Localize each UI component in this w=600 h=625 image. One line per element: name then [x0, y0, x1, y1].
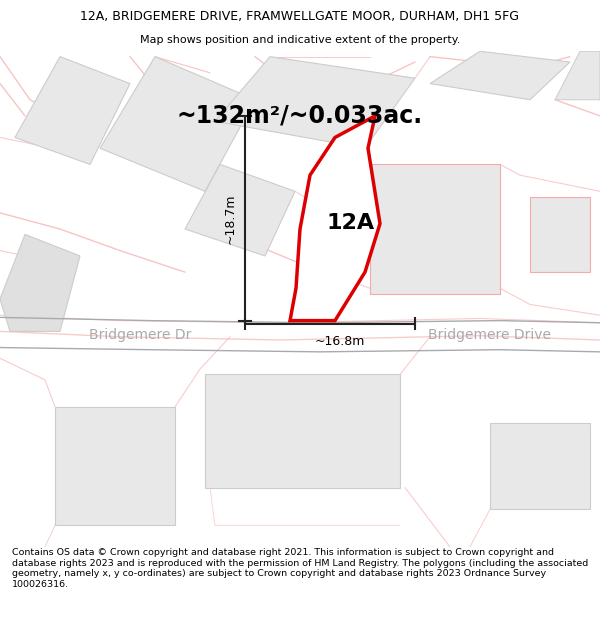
Polygon shape	[185, 164, 295, 256]
Polygon shape	[370, 164, 500, 294]
Text: Bridgemere Dr: Bridgemere Dr	[89, 328, 191, 342]
Polygon shape	[205, 374, 400, 488]
Text: ~132m²/~0.033ac.: ~132m²/~0.033ac.	[177, 104, 423, 128]
Polygon shape	[215, 57, 415, 148]
Polygon shape	[55, 407, 175, 526]
Polygon shape	[530, 197, 590, 272]
Polygon shape	[430, 51, 570, 100]
Polygon shape	[100, 57, 255, 191]
Text: Map shows position and indicative extent of the property.: Map shows position and indicative extent…	[140, 35, 460, 45]
Text: 12A: 12A	[326, 213, 374, 233]
Polygon shape	[290, 116, 380, 321]
Polygon shape	[490, 423, 590, 509]
Text: ~16.8m: ~16.8m	[315, 334, 365, 348]
Text: ~18.7m: ~18.7m	[224, 193, 237, 244]
Polygon shape	[0, 234, 80, 331]
Polygon shape	[555, 51, 600, 100]
Text: Bridgemere Drive: Bridgemere Drive	[428, 328, 551, 342]
Text: Contains OS data © Crown copyright and database right 2021. This information is : Contains OS data © Crown copyright and d…	[12, 549, 588, 589]
Polygon shape	[15, 57, 130, 164]
Text: 12A, BRIDGEMERE DRIVE, FRAMWELLGATE MOOR, DURHAM, DH1 5FG: 12A, BRIDGEMERE DRIVE, FRAMWELLGATE MOOR…	[80, 10, 520, 23]
